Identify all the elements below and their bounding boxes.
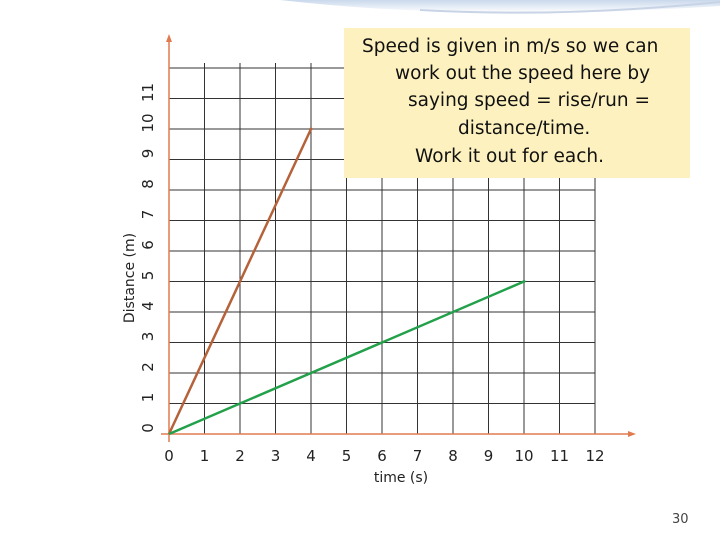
x-tick-label: 8 [448, 447, 458, 465]
y-tick-label: 9 [139, 149, 157, 159]
x-axis-arrowhead [628, 431, 636, 437]
note-line: saying speed = rise/run = [408, 90, 650, 111]
chart-series [167, 127, 526, 436]
y-tick-label: 11 [139, 83, 157, 102]
y-tick-label: 7 [139, 210, 157, 220]
series-line [168, 280, 525, 436]
y-tick-label: 5 [139, 271, 157, 281]
x-tick-label: 3 [271, 447, 281, 465]
y-tick-label: 1 [139, 393, 157, 403]
y-tick-label: 6 [139, 240, 157, 250]
page-number: 30 [672, 512, 689, 527]
note-line: Work it out for each. [415, 146, 604, 167]
speed-note-callout: Speed is given in m/s so we can work out… [344, 28, 690, 178]
y-tick-label: 3 [139, 332, 157, 342]
x-tick-label: 12 [585, 447, 604, 465]
y-tick-label: 8 [139, 179, 157, 189]
x-tick-label: 5 [342, 447, 352, 465]
note-line: work out the speed here by [395, 63, 651, 84]
y-tick-label: 2 [139, 362, 157, 372]
note-line: distance/time. [458, 118, 591, 139]
x-tick-label: 10 [514, 447, 533, 465]
x-tick-label: 0 [164, 447, 174, 465]
y-axis-arrowhead [166, 34, 172, 42]
y-tick-label: 10 [139, 113, 157, 132]
x-tick-label: 4 [306, 447, 316, 465]
x-tick-label: 1 [200, 447, 210, 465]
x-tick-label: 11 [550, 447, 569, 465]
x-tick-label: 2 [235, 447, 245, 465]
chart-axes [161, 34, 636, 442]
y-tick-label: 4 [139, 301, 157, 311]
y-axis-label: Distance (m) [122, 233, 138, 323]
series-line [167, 128, 313, 435]
note-line: Speed is given in m/s so we can [362, 36, 659, 57]
series-point [309, 127, 313, 131]
x-axis-label: time (s) [374, 470, 428, 486]
decorative-swoosh-line [419, 1, 720, 14]
x-tick-label: 7 [413, 447, 423, 465]
series-point [522, 280, 526, 283]
x-tick-label: 9 [484, 447, 494, 465]
y-tick-label: 0 [139, 423, 157, 433]
x-tick-label: 6 [377, 447, 387, 465]
